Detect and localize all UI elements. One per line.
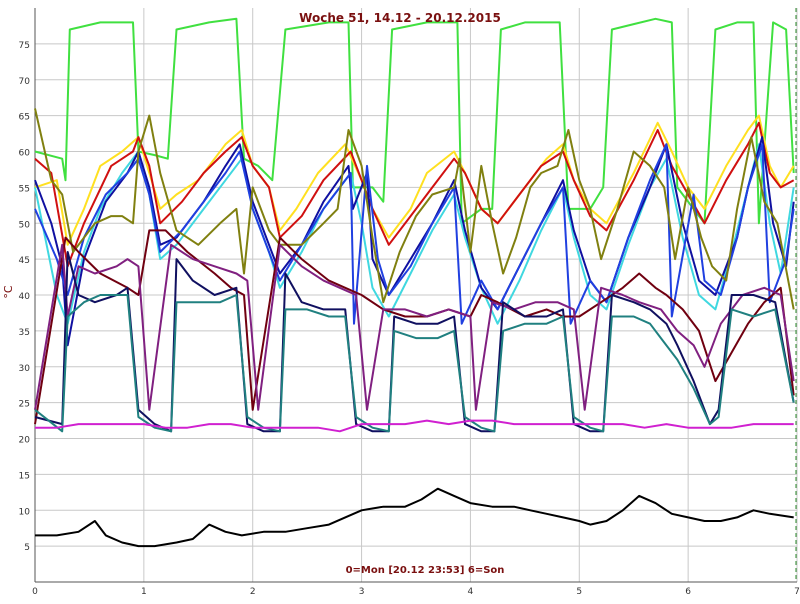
y-tick-label: 25	[19, 400, 30, 410]
x-tick-label: 6	[685, 587, 691, 597]
grid	[34, 8, 798, 582]
y-tick-label: 70	[19, 77, 31, 87]
x-tick-label: 3	[359, 587, 365, 597]
x-tick-label: 1	[141, 587, 147, 597]
y-tick-label: 50	[19, 220, 31, 230]
chart-footer: 0=Mon [20.12 23:53] 6=Son	[346, 565, 505, 576]
y-tick-label: 65	[19, 113, 30, 123]
series-line-1	[34, 17, 795, 225]
y-tick-label: 30	[19, 364, 31, 374]
y-axis-label: °C	[2, 285, 15, 299]
y-tick-label: 45	[19, 256, 30, 266]
series-line-12	[35, 419, 794, 433]
y-tick-label: 55	[19, 184, 30, 194]
series-line-9	[34, 243, 795, 411]
x-tick-label: 2	[250, 587, 256, 597]
y-tick-label: 15	[19, 471, 30, 481]
y-tick-label: 75	[19, 41, 30, 51]
y-tick-label: 35	[19, 328, 30, 338]
y-tick-label: 60	[19, 149, 31, 159]
series-line-11	[34, 294, 795, 433]
series-line-10	[34, 251, 795, 433]
series-line-13	[35, 487, 794, 548]
series-line-7	[34, 108, 795, 310]
y-tick-label: 10	[19, 507, 31, 517]
series-group	[34, 17, 795, 548]
x-tick-label: 4	[468, 587, 474, 597]
series-line-3	[34, 121, 795, 268]
y-tick-label: 20	[19, 436, 31, 446]
x-tick-label: 0	[32, 587, 38, 597]
series-line-5	[34, 136, 795, 347]
x-tick-label: 7	[794, 587, 800, 597]
series-line-6	[34, 143, 795, 325]
chart-title: Woche 51, 14.12 - 20.12.2015	[299, 11, 501, 25]
y-tick-label: 5	[24, 543, 30, 553]
y-tick-label: 40	[19, 292, 31, 302]
x-tick-label: 5	[576, 587, 582, 597]
